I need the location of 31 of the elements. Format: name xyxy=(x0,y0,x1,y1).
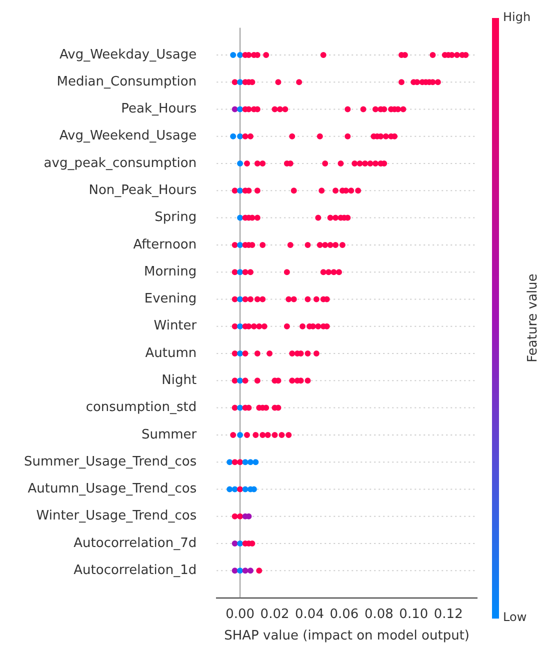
x-tick-label: 0.10 xyxy=(399,606,428,622)
y-tick-label: avg_peak_consumption xyxy=(44,156,197,171)
y-tick-label: Peak_Hours xyxy=(121,102,197,117)
color-bar-title: Feature value xyxy=(525,274,537,362)
y-tick-label: Autumn xyxy=(145,346,197,361)
y-tick-label: Afternoon xyxy=(133,237,197,252)
x-tick-label: 0.02 xyxy=(260,606,290,622)
y-tick-label: Evening xyxy=(144,292,197,307)
x-tick-label: 0.04 xyxy=(295,606,324,622)
x-tick-label: 0.12 xyxy=(434,606,463,622)
y-tick-label: Summer xyxy=(141,427,198,442)
x-tick-label: 0.08 xyxy=(364,606,394,622)
y-tick-label: Night xyxy=(162,373,197,388)
y-tick-label: Avg_Weekday_Usage xyxy=(60,47,197,62)
x-axis-title: SHAP value (impact on model output) xyxy=(224,628,470,644)
y-tick-label: Non_Peak_Hours xyxy=(88,183,197,198)
color-bar-label: Low xyxy=(503,610,527,624)
y-tick-label: Winter xyxy=(154,318,198,334)
y-tick-label: Summer_Usage_Trend_cos xyxy=(24,454,197,470)
y-tick-label: Morning xyxy=(144,264,197,280)
y-tick-label: Autocorrelation_1d xyxy=(74,563,197,578)
y-tick-label: consumption_std xyxy=(86,400,197,416)
y-tick-label: Autocorrelation_7d xyxy=(74,536,197,551)
y-tick-label: Median_Consumption xyxy=(56,74,197,90)
x-tick-label: 0.00 xyxy=(226,606,255,622)
color-bar-label: High xyxy=(503,10,531,24)
y-tick-label: Avg_Weekend_Usage xyxy=(59,128,197,144)
y-tick-label: Spring xyxy=(154,210,197,226)
y-tick-label: Autumn_Usage_Trend_cos xyxy=(28,482,197,497)
x-tick-label: 0.06 xyxy=(330,606,359,622)
y-tick-label: Winter_Usage_Trend_cos xyxy=(36,508,197,524)
